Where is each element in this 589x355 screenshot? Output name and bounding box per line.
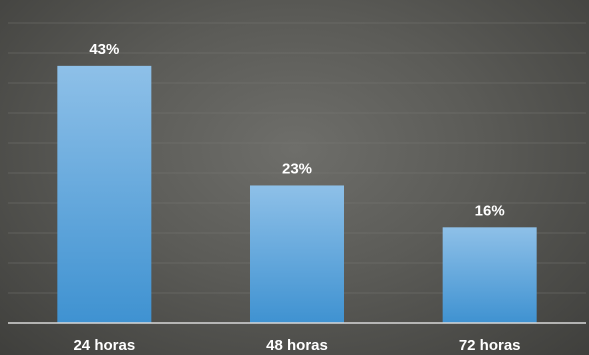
bar-48-horas [250, 185, 344, 323]
data-label: 16% [475, 202, 505, 219]
data-label: 23% [282, 160, 312, 177]
category-label: 72 horas [459, 337, 521, 354]
bar-24-horas [57, 65, 152, 324]
category-label: 24 horas [73, 337, 135, 354]
bar-72-horas [442, 227, 537, 323]
bars [57, 65, 537, 324]
category-labels: 24 horas 48 horas 72 horas [73, 337, 520, 354]
data-label: 43% [89, 41, 119, 58]
category-label: 48 horas [266, 337, 328, 354]
data-labels: 43% 23% 16% [89, 41, 504, 219]
